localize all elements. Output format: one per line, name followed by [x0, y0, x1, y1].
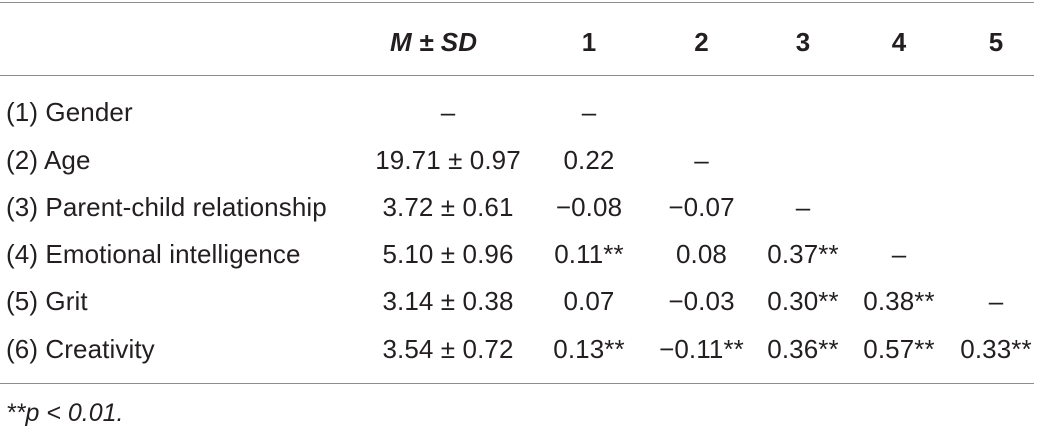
table-cell: – [581, 97, 597, 127]
header-col-2: 2 [694, 27, 709, 57]
table-cell: −0.03 [668, 286, 735, 316]
row-label: (4) Emotional intelligence [6, 239, 301, 269]
table-cell: – [891, 239, 907, 269]
table-cell: 0.13** [553, 334, 625, 364]
row-mean-sd: – [440, 97, 456, 127]
table-cell: – [694, 145, 709, 175]
header-col-3: 3 [795, 27, 811, 57]
table-cell: – [795, 192, 811, 222]
row-label: (3) Parent-child relationship [6, 192, 327, 222]
row-mean-sd: 5.10 ± 0.96 [382, 239, 514, 269]
table-cell: 0.33** [960, 334, 1032, 364]
table-cell: −0.11** [659, 334, 744, 364]
header-mean-sd: M ± SD [390, 27, 478, 57]
row-label: (1) Gender [6, 97, 133, 127]
table-cell: 0.30** [767, 286, 839, 316]
table-cell: 0.11** [554, 239, 624, 269]
row-label: (2) Age [6, 145, 91, 175]
row-mean-sd: 3.54 ± 0.72 [382, 334, 514, 364]
table-footnote: **p < 0.01. [6, 399, 124, 427]
header-col-1: 1 [581, 27, 597, 57]
header-col-5: 5 [988, 27, 1004, 57]
table-cell: 0.07 [563, 286, 615, 316]
table-cell: −0.08 [555, 192, 623, 222]
table-cell: 0.22 [563, 145, 615, 175]
table-cell: 0.37** [767, 239, 839, 269]
header-col-4: 4 [891, 27, 907, 57]
table-cell: 0.38** [863, 286, 935, 316]
row-mean-sd: 3.72 ± 0.61 [382, 192, 514, 222]
row-label: (5) Grit [6, 286, 88, 316]
table-cell: 0.08 [675, 239, 727, 269]
table-top-rule [0, 2, 1034, 3]
header-rule [0, 75, 1034, 76]
table-cell: 0.57** [863, 334, 935, 364]
table-cell: 0.36** [767, 334, 839, 364]
table-cell: −0.07 [668, 192, 735, 222]
row-mean-sd: 19.71 ± 0.97 [375, 145, 521, 175]
table-cell: – [988, 286, 1004, 316]
row-label: (6) Creativity [6, 334, 155, 364]
table-bottom-rule [0, 383, 1034, 384]
row-mean-sd: 3.14 ± 0.38 [382, 286, 514, 316]
